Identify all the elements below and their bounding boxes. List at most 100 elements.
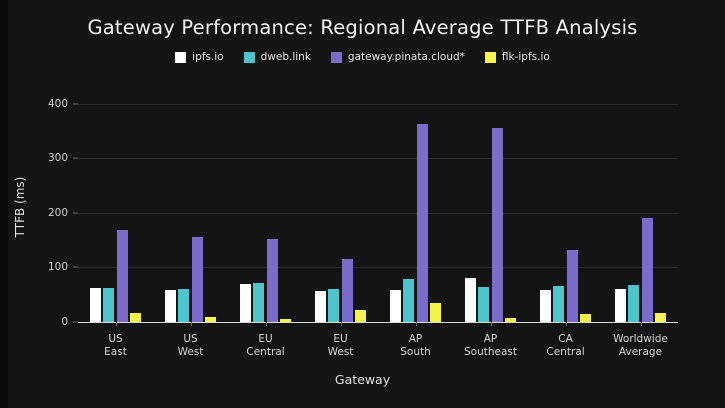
x-tick-line-2: West	[327, 345, 354, 358]
x-tick-line-2: West	[177, 345, 204, 358]
bar[interactable]	[328, 288, 340, 322]
x-axis-tick-label: EU Central	[246, 333, 284, 358]
x-tick-line-1: EU	[333, 333, 348, 345]
bar[interactable]	[205, 317, 217, 322]
bar[interactable]	[280, 319, 292, 322]
y-axis-tick-mark	[73, 212, 78, 214]
x-axis-tick-mark	[640, 322, 642, 326]
x-tick-line-2: Southeast	[464, 345, 517, 358]
gridline	[78, 212, 678, 214]
legend-label: gateway.pinata.cloud*	[347, 51, 465, 63]
legend-label: ipfs.io	[192, 51, 224, 63]
legend-swatch-icon	[330, 51, 342, 63]
bar[interactable]	[403, 278, 415, 322]
x-tick-line-2: Average	[618, 345, 663, 358]
bar[interactable]	[430, 302, 442, 322]
x-axis-tick-label: AP Southeast	[464, 333, 517, 358]
bar[interactable]	[89, 288, 101, 322]
legend-swatch-icon	[175, 51, 187, 63]
x-axis-tick-label: Worldwide Average	[613, 333, 668, 358]
bar[interactable]	[655, 313, 667, 322]
bar[interactable]	[164, 290, 176, 322]
bar[interactable]	[314, 290, 326, 322]
bar[interactable]	[641, 217, 653, 322]
bar[interactable]	[341, 259, 353, 322]
y-axis-tick-mark	[73, 266, 78, 268]
gridline	[78, 267, 678, 269]
x-tick-line-2: Central	[246, 345, 285, 358]
legend-swatch-icon	[243, 51, 255, 63]
legend-item[interactable]: flk-ipfs.io	[484, 51, 550, 63]
x-axis-tick-mark	[265, 322, 267, 326]
x-tick-line-1: AP	[408, 333, 423, 345]
gridline	[78, 322, 678, 323]
bar-group: US East	[78, 93, 153, 358]
bar-group: CA Central	[528, 93, 603, 358]
x-tick-line-1: EU	[258, 333, 273, 345]
chart-legend: ipfs.io dweb.link gateway.pinata.cloud* flk…	[0, 51, 725, 63]
bar[interactable]	[266, 239, 278, 322]
legend-item[interactable]: ipfs.io	[175, 51, 224, 63]
bar[interactable]	[491, 127, 503, 322]
bar-group: EU West	[303, 93, 378, 358]
bar[interactable]	[566, 250, 578, 322]
x-tick-line-1: US	[108, 333, 123, 345]
legend-item[interactable]: gateway.pinata.cloud*	[330, 51, 465, 63]
gridline	[78, 158, 678, 160]
x-axis-tick-label: AP South	[400, 333, 431, 358]
bar[interactable]	[628, 284, 640, 322]
bar[interactable]	[539, 290, 551, 322]
bar[interactable]	[389, 290, 401, 322]
y-axis-tick-label: 0	[61, 316, 68, 328]
bar[interactable]	[130, 312, 142, 322]
chart-title: Gateway Performance: Regional Average TT…	[87, 16, 638, 39]
plot-area: 0 100 200 300 400 US East US West EU Central EU West…	[48, 93, 678, 358]
bar-group: US West	[153, 93, 228, 358]
bar[interactable]	[253, 283, 265, 322]
figure-left-gutter	[0, 0, 8, 408]
x-axis-tick-label: US West	[178, 333, 204, 358]
x-axis-tick-label: CA Central	[546, 333, 584, 358]
y-axis-tick-label: 200	[47, 206, 68, 219]
y-axis-tick-mark	[73, 157, 78, 159]
bar[interactable]	[116, 230, 128, 322]
x-tick-line-2: South	[400, 345, 431, 358]
x-tick-line-1: AP	[483, 333, 498, 345]
x-axis-tick-label: EU West	[328, 333, 354, 358]
x-tick-line-1: Worldwide	[613, 333, 668, 345]
y-axis-tick-mark	[73, 321, 78, 323]
x-axis-tick-label: US East	[104, 333, 127, 358]
legend-item[interactable]: dweb.link	[243, 51, 311, 63]
bar-group: AP South	[378, 93, 453, 358]
bar[interactable]	[553, 286, 565, 322]
x-axis-tick-mark	[190, 322, 192, 326]
bar[interactable]	[580, 313, 592, 322]
legend-label: flk-ipfs.io	[501, 51, 550, 63]
y-axis-tick-label: 400	[47, 97, 68, 110]
bar[interactable]	[191, 236, 203, 322]
bar[interactable]	[614, 289, 626, 322]
bar[interactable]	[416, 124, 428, 322]
x-axis-tick-mark	[490, 322, 492, 326]
bar[interactable]	[355, 310, 367, 322]
bar[interactable]	[478, 286, 490, 322]
x-axis-tick-mark	[115, 322, 117, 326]
y-axis-tick-label: 100	[47, 261, 68, 274]
bar[interactable]	[464, 278, 476, 322]
x-tick-line-1: US	[183, 333, 198, 345]
x-axis-tick-mark	[565, 322, 567, 326]
x-tick-line-1: CA	[558, 333, 573, 345]
x-tick-line-2: East	[104, 345, 127, 358]
bar[interactable]	[505, 317, 517, 322]
x-axis-tick-mark	[340, 322, 342, 326]
bar[interactable]	[178, 289, 190, 322]
legend-swatch-icon	[484, 51, 496, 63]
bar-group: AP Southeast	[453, 93, 528, 358]
bar[interactable]	[103, 288, 115, 322]
y-axis-label: TTFB (ms)	[13, 176, 27, 238]
y-axis-tick-label: 300	[47, 152, 68, 165]
bar[interactable]	[239, 283, 251, 322]
gridline	[78, 103, 678, 105]
legend-label: dweb.link	[260, 51, 311, 63]
